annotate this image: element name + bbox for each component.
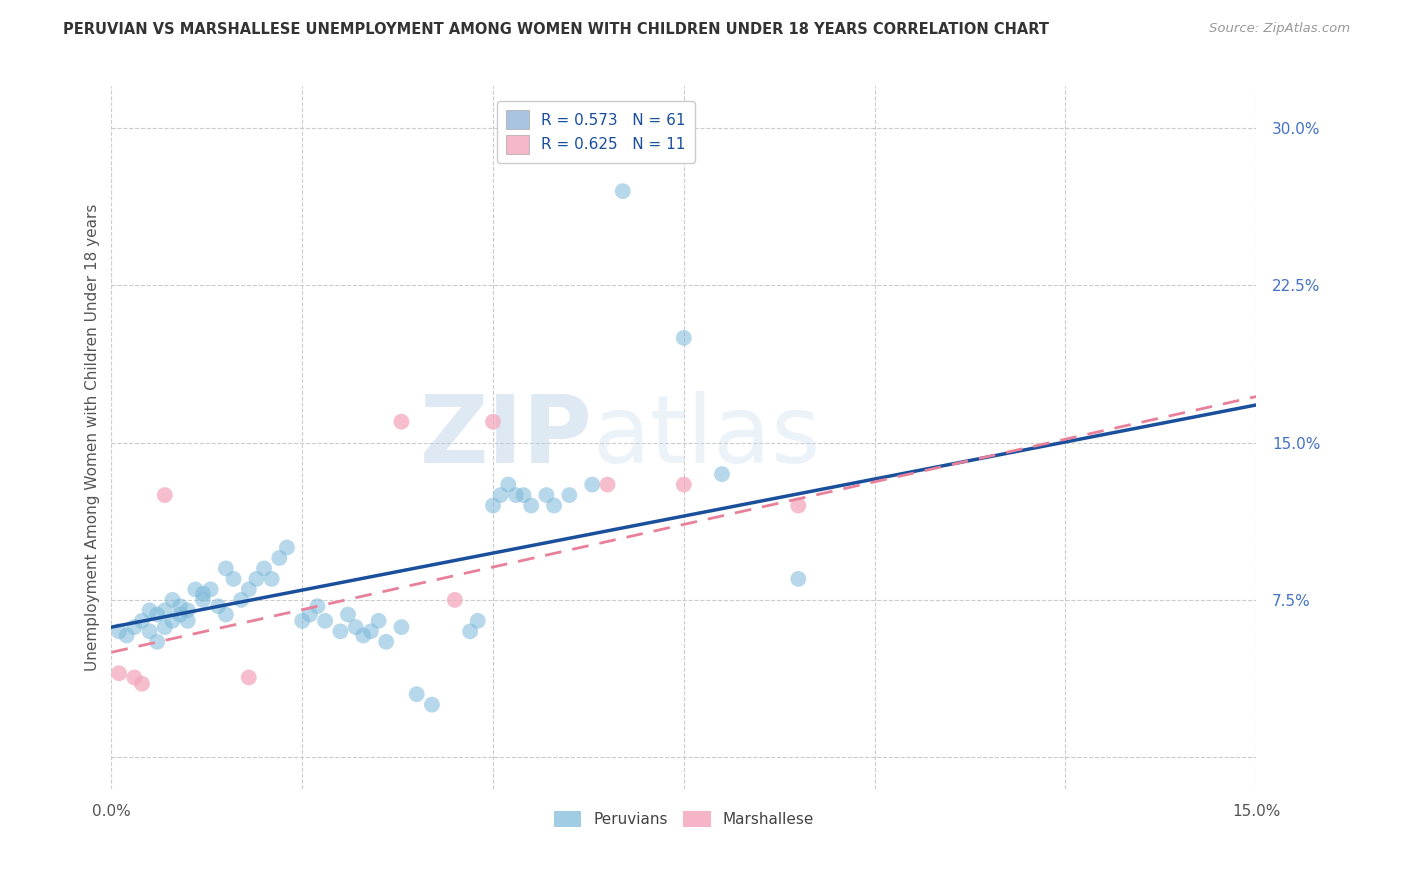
Point <box>498 477 520 491</box>
Point <box>344 620 367 634</box>
Point <box>710 467 733 482</box>
Point <box>352 628 374 642</box>
Point <box>245 572 267 586</box>
Point <box>581 477 603 491</box>
Point <box>191 593 214 607</box>
Y-axis label: Unemployment Among Women with Children Under 18 years: Unemployment Among Women with Children U… <box>86 203 100 671</box>
Point <box>672 477 695 491</box>
Point <box>260 572 283 586</box>
Point <box>184 582 207 597</box>
Point <box>138 624 160 639</box>
Point <box>391 415 413 429</box>
Point <box>215 561 238 575</box>
Point <box>512 488 534 502</box>
Point <box>200 582 222 597</box>
Point <box>222 572 245 586</box>
Point <box>207 599 229 614</box>
Point <box>391 620 413 634</box>
Point <box>298 607 321 622</box>
Point <box>420 698 443 712</box>
Point <box>444 593 467 607</box>
Text: ZIP: ZIP <box>419 392 592 483</box>
Point <box>153 603 176 617</box>
Point <box>177 603 200 617</box>
Point <box>162 593 184 607</box>
Point <box>108 624 131 639</box>
Point <box>558 488 581 502</box>
Point <box>153 488 176 502</box>
Point <box>124 620 146 634</box>
Point <box>231 593 253 607</box>
Point <box>238 582 260 597</box>
Point <box>276 541 298 555</box>
Point <box>543 499 565 513</box>
Point <box>138 603 160 617</box>
Point <box>146 607 169 622</box>
Point <box>169 599 191 614</box>
Point <box>291 614 314 628</box>
Point <box>458 624 481 639</box>
Point <box>520 499 543 513</box>
Point <box>131 677 153 691</box>
Point <box>787 499 810 513</box>
Point <box>360 624 382 639</box>
Point <box>367 614 389 628</box>
Point <box>307 599 329 614</box>
Point <box>787 572 810 586</box>
Point <box>146 635 169 649</box>
Point <box>337 607 360 622</box>
Point <box>375 635 398 649</box>
Text: atlas: atlas <box>592 392 821 483</box>
Text: Source: ZipAtlas.com: Source: ZipAtlas.com <box>1209 22 1350 36</box>
Text: PERUVIAN VS MARSHALLESE UNEMPLOYMENT AMONG WOMEN WITH CHILDREN UNDER 18 YEARS CO: PERUVIAN VS MARSHALLESE UNEMPLOYMENT AMO… <box>63 22 1049 37</box>
Point <box>169 607 191 622</box>
Point <box>153 620 176 634</box>
Point <box>314 614 336 628</box>
Point <box>191 586 214 600</box>
Point <box>596 477 619 491</box>
Point <box>131 614 153 628</box>
Legend: Peruvians, Marshallese: Peruvians, Marshallese <box>547 805 820 833</box>
Point <box>405 687 427 701</box>
Point <box>467 614 489 628</box>
Point <box>672 331 695 345</box>
Point <box>612 184 634 198</box>
Point <box>489 488 512 502</box>
Point <box>269 551 291 566</box>
Point <box>505 488 527 502</box>
Point <box>162 614 184 628</box>
Point <box>329 624 352 639</box>
Point <box>177 614 200 628</box>
Point <box>108 666 131 681</box>
Point <box>482 499 505 513</box>
Point <box>238 670 260 684</box>
Point <box>536 488 558 502</box>
Point <box>115 628 138 642</box>
Point <box>215 607 238 622</box>
Point <box>253 561 276 575</box>
Point <box>482 415 505 429</box>
Point <box>124 670 146 684</box>
